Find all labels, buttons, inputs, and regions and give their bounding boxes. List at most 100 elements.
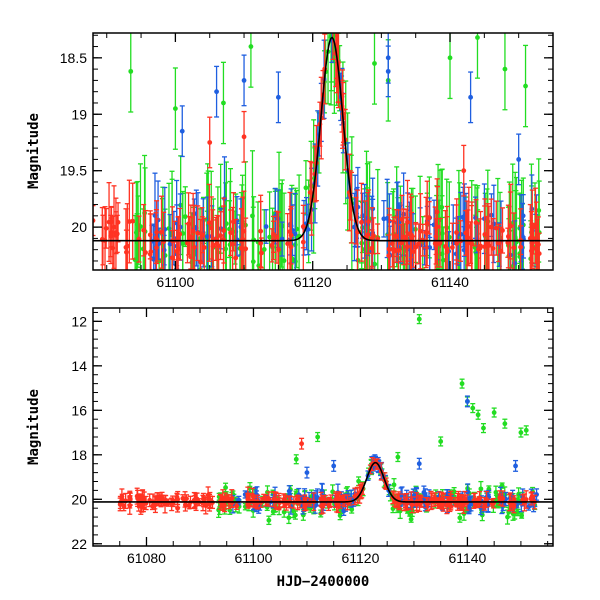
green-point	[502, 418, 508, 429]
blue-marker	[292, 231, 298, 237]
green-marker	[142, 210, 147, 216]
red-point	[184, 222, 190, 264]
red-marker	[231, 219, 236, 225]
blue-marker	[263, 224, 269, 229]
green-marker	[391, 482, 397, 488]
green-marker	[475, 35, 480, 40]
red-point	[243, 217, 249, 270]
green-point	[480, 423, 486, 434]
blue-marker	[214, 89, 219, 95]
green-marker	[491, 410, 497, 415]
red-point	[473, 199, 479, 247]
red-marker	[124, 243, 130, 249]
blue-marker	[286, 488, 292, 494]
red-point	[276, 211, 282, 270]
red-point	[285, 212, 291, 270]
red-point	[482, 205, 488, 270]
green-point	[293, 454, 299, 465]
red-marker	[153, 235, 159, 241]
green-marker	[261, 247, 267, 252]
green-point	[250, 206, 256, 270]
green-point	[395, 451, 401, 463]
red-point	[508, 183, 514, 269]
blue-point	[263, 209, 269, 244]
red-marker	[307, 190, 313, 195]
green-point	[474, 33, 480, 79]
green-point	[223, 482, 229, 493]
red-point	[258, 194, 264, 268]
red-marker	[241, 134, 247, 140]
green-marker	[440, 257, 446, 263]
red-marker	[369, 245, 375, 251]
red-point	[233, 218, 239, 270]
red-marker	[233, 255, 239, 261]
top-y-tick-label: 19.5	[60, 163, 87, 179]
blue-point	[241, 54, 247, 107]
green-marker	[223, 485, 228, 490]
red-marker	[258, 228, 264, 234]
top-x-tick-label: 61120	[294, 274, 332, 290]
green-marker	[349, 507, 355, 512]
blue-marker	[304, 470, 310, 475]
red-point	[444, 496, 450, 515]
red-point	[218, 211, 224, 261]
green-marker	[408, 516, 414, 522]
red-point	[463, 210, 469, 256]
red-marker	[106, 219, 112, 225]
blue-point	[179, 105, 185, 158]
red-point	[493, 200, 499, 256]
green-marker	[523, 427, 529, 433]
green-point	[475, 409, 481, 420]
green-point	[502, 33, 508, 111]
red-point	[530, 227, 536, 270]
red-marker	[423, 229, 429, 235]
top-y-tick-label: 18.5	[60, 50, 87, 66]
red-marker	[294, 496, 300, 502]
green-marker	[475, 412, 481, 418]
blue-marker	[516, 157, 522, 162]
red-marker	[465, 235, 471, 240]
top-x-tick-label: 61100	[156, 274, 194, 290]
red-point	[300, 212, 306, 270]
red-marker	[411, 249, 416, 255]
red-point	[437, 217, 443, 268]
red-point	[465, 209, 471, 266]
green-marker	[372, 261, 378, 267]
top-y-tick-label: 19	[71, 106, 87, 122]
red-point	[358, 182, 364, 262]
red-marker	[207, 140, 213, 145]
green-point	[470, 402, 476, 414]
green-marker	[292, 512, 298, 518]
red-marker	[386, 246, 392, 252]
red-marker	[405, 244, 410, 250]
green-point	[416, 314, 422, 325]
blue-point	[275, 71, 281, 124]
red-point	[386, 207, 392, 270]
red-marker	[449, 245, 455, 250]
red-point	[207, 116, 213, 169]
red-marker	[111, 224, 117, 230]
green-point	[267, 191, 273, 270]
blue-point	[279, 221, 285, 257]
green-point	[220, 61, 226, 145]
blue-point	[214, 65, 220, 118]
green-marker	[290, 508, 296, 514]
red-point	[206, 183, 212, 262]
green-point	[315, 431, 321, 443]
blue-point	[416, 457, 422, 470]
green-marker	[390, 506, 396, 512]
red-marker	[434, 209, 440, 215]
red-marker	[443, 244, 448, 249]
red-point	[423, 215, 429, 249]
red-marker	[330, 26, 335, 31]
red-point	[111, 185, 117, 270]
top-panel-frame	[92, 32, 554, 271]
blue-marker	[241, 78, 247, 83]
green-marker	[128, 68, 134, 74]
green-point	[408, 515, 414, 523]
red-marker	[498, 248, 504, 254]
green-marker	[172, 106, 178, 112]
top-panel-zoomed-light-curve: 61100 61120 61140 18.5 19 19.5 20 Magnitude	[26, 26, 554, 290]
red-point	[393, 216, 399, 258]
